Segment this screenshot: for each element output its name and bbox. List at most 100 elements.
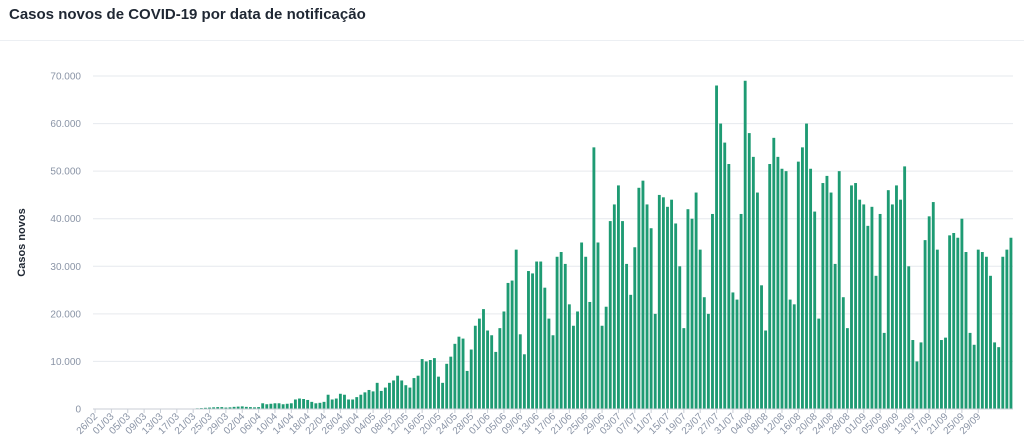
bar[interactable] <box>220 407 224 409</box>
bar[interactable] <box>265 404 269 409</box>
bar[interactable] <box>555 256 559 409</box>
bar[interactable] <box>449 356 453 409</box>
bar[interactable] <box>612 204 616 409</box>
bar[interactable] <box>277 403 281 409</box>
bar[interactable] <box>502 311 506 409</box>
bar[interactable] <box>751 156 755 409</box>
bar[interactable] <box>760 285 763 409</box>
bar[interactable] <box>293 399 297 409</box>
bar[interactable] <box>911 340 915 409</box>
bar[interactable] <box>833 263 837 409</box>
bar[interactable] <box>923 240 927 409</box>
bar[interactable] <box>772 137 776 409</box>
bar[interactable] <box>396 375 400 409</box>
bar[interactable] <box>608 221 612 409</box>
bar[interactable] <box>739 213 743 409</box>
bar[interactable] <box>269 403 273 409</box>
bar[interactable] <box>944 337 947 409</box>
bar[interactable] <box>408 387 412 409</box>
bar[interactable] <box>539 261 543 409</box>
bar[interactable] <box>837 171 841 409</box>
bar[interactable] <box>416 375 420 409</box>
bar[interactable] <box>588 301 592 409</box>
bar[interactable] <box>289 403 293 409</box>
bar[interactable] <box>363 392 367 409</box>
bar[interactable] <box>780 168 784 409</box>
bar[interactable] <box>666 206 669 409</box>
bar[interactable] <box>371 391 375 409</box>
bar[interactable] <box>244 406 248 409</box>
bar[interactable] <box>899 199 902 409</box>
bar[interactable] <box>989 275 992 409</box>
bar[interactable] <box>919 342 923 409</box>
bar[interactable] <box>576 311 579 409</box>
bar[interactable] <box>428 360 432 409</box>
bar[interactable] <box>698 249 702 409</box>
bar[interactable] <box>334 398 338 409</box>
bar[interactable] <box>661 197 665 409</box>
bar[interactable] <box>706 313 710 409</box>
bar[interactable] <box>870 206 874 409</box>
bar[interactable] <box>858 199 862 409</box>
bar[interactable] <box>322 401 326 409</box>
bar[interactable] <box>522 354 526 409</box>
bar[interactable] <box>976 249 980 409</box>
bar[interactable] <box>931 202 935 409</box>
bar[interactable] <box>347 399 350 409</box>
bar[interactable] <box>829 192 833 409</box>
bar[interactable] <box>792 304 796 409</box>
bar[interactable] <box>400 380 404 409</box>
bar[interactable] <box>518 334 522 409</box>
bar[interactable] <box>690 218 694 409</box>
bar[interactable] <box>956 237 960 409</box>
bar[interactable] <box>841 297 845 409</box>
bar[interactable] <box>204 407 207 409</box>
bar[interactable] <box>580 242 584 410</box>
bar[interactable] <box>686 209 690 409</box>
bar[interactable] <box>302 399 306 409</box>
bar[interactable] <box>355 397 359 409</box>
bar[interactable] <box>862 204 866 409</box>
bar[interactable] <box>997 347 1001 409</box>
bar[interactable] <box>702 297 706 409</box>
bar[interactable] <box>980 252 984 409</box>
bar[interactable] <box>878 213 882 409</box>
bar[interactable] <box>232 406 236 409</box>
bar[interactable] <box>326 394 330 409</box>
bar[interactable] <box>457 336 461 409</box>
bar[interactable] <box>257 407 261 409</box>
bar[interactable] <box>727 164 731 409</box>
bar[interactable] <box>298 398 301 409</box>
bar[interactable] <box>392 380 395 409</box>
bar[interactable] <box>723 142 727 409</box>
bar[interactable] <box>903 166 907 409</box>
bar[interactable] <box>895 185 898 409</box>
bar[interactable] <box>682 328 686 409</box>
bar[interactable] <box>964 252 968 409</box>
bar[interactable] <box>477 318 481 409</box>
bar[interactable] <box>764 330 768 409</box>
bar[interactable] <box>338 393 342 409</box>
bar[interactable] <box>563 263 567 409</box>
bar[interactable] <box>490 335 494 409</box>
bar[interactable] <box>388 382 391 409</box>
bar[interactable] <box>314 403 318 409</box>
bar[interactable] <box>412 378 416 409</box>
bar[interactable] <box>375 382 379 409</box>
bar[interactable] <box>351 399 355 409</box>
bar[interactable] <box>600 325 604 409</box>
bar[interactable] <box>952 232 956 409</box>
bar[interactable] <box>890 204 894 409</box>
bar[interactable] <box>637 187 641 409</box>
bar[interactable] <box>551 335 555 409</box>
bar[interactable] <box>813 211 817 409</box>
bar[interactable] <box>604 306 608 409</box>
bar[interactable] <box>927 216 931 409</box>
bar[interactable] <box>948 235 952 409</box>
bar[interactable] <box>653 313 657 409</box>
bar[interactable] <box>670 199 674 409</box>
bar[interactable] <box>817 318 821 409</box>
bar[interactable] <box>559 252 563 409</box>
bar[interactable] <box>531 273 534 409</box>
bar[interactable] <box>461 338 465 409</box>
